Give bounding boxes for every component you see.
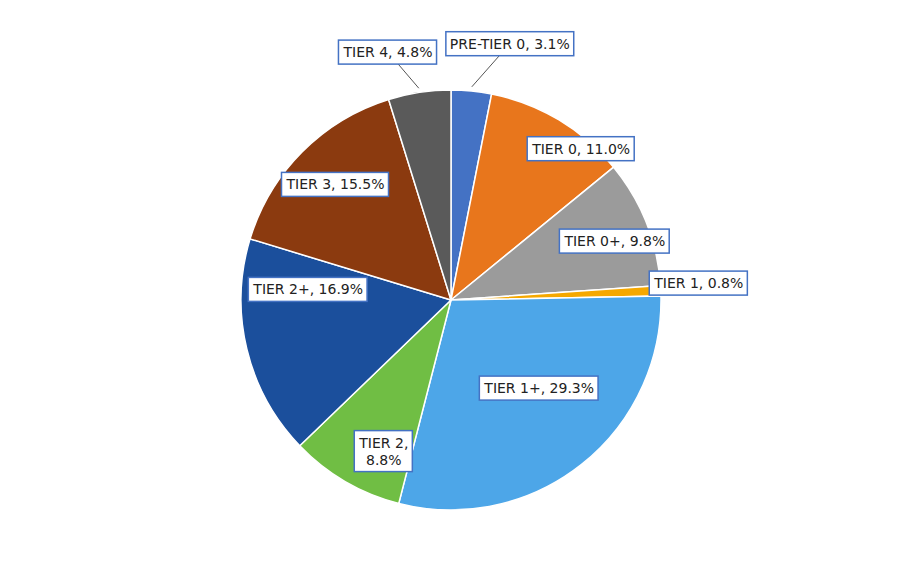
label-box xyxy=(354,431,412,472)
label-group: TIER 0+, 9.8% xyxy=(559,229,669,253)
slices xyxy=(241,90,661,510)
label-group: TIER 1+, 29.3% xyxy=(479,376,598,400)
label-box xyxy=(282,172,389,196)
label-box xyxy=(559,229,669,253)
labels: PRE-TIER 0, 3.1% TIER 0, 11.0% TIER 0+, 9.… xyxy=(248,32,747,472)
label-group: TIER 2+, 16.9% xyxy=(248,277,367,301)
label-group: TIER 1, 0.8% xyxy=(649,271,747,295)
data-label: TIER 0, 11.0% xyxy=(531,141,630,157)
data-label: TIER 3, 15.5% xyxy=(286,176,385,192)
data-label: TIER 0+, 9.8% xyxy=(563,233,665,249)
label-box xyxy=(479,376,598,400)
label-group: TIER 4, 4.8% xyxy=(338,40,436,88)
label-group: TIER 3, 15.5% xyxy=(282,172,389,196)
chart-container: PRE-TIER 0, 3.1% TIER 0, 11.0% TIER 0+, 9.… xyxy=(0,0,903,581)
data-label: TIER 1+, 29.3% xyxy=(483,380,594,396)
label-group: TIER 2,8.8% xyxy=(354,431,412,472)
data-label: TIER 1, 0.8% xyxy=(653,275,743,291)
label-box xyxy=(446,32,574,56)
label-box xyxy=(248,277,367,301)
chart-svg: PRE-TIER 0, 3.1% TIER 0, 11.0% TIER 0+, 9.… xyxy=(0,0,903,581)
slice xyxy=(389,90,451,300)
data-label: TIER 2,8.8% xyxy=(358,435,408,468)
label-box xyxy=(649,271,747,295)
data-label: TIER 4, 4.8% xyxy=(342,44,432,60)
label-box xyxy=(527,137,634,161)
label-group: PRE-TIER 0, 3.1% xyxy=(446,32,574,87)
label-group: TIER 0, 11.0% xyxy=(527,137,634,161)
data-label: PRE-TIER 0, 3.1% xyxy=(450,36,570,52)
label-box xyxy=(338,40,436,64)
data-label: TIER 2+, 16.9% xyxy=(252,281,363,297)
